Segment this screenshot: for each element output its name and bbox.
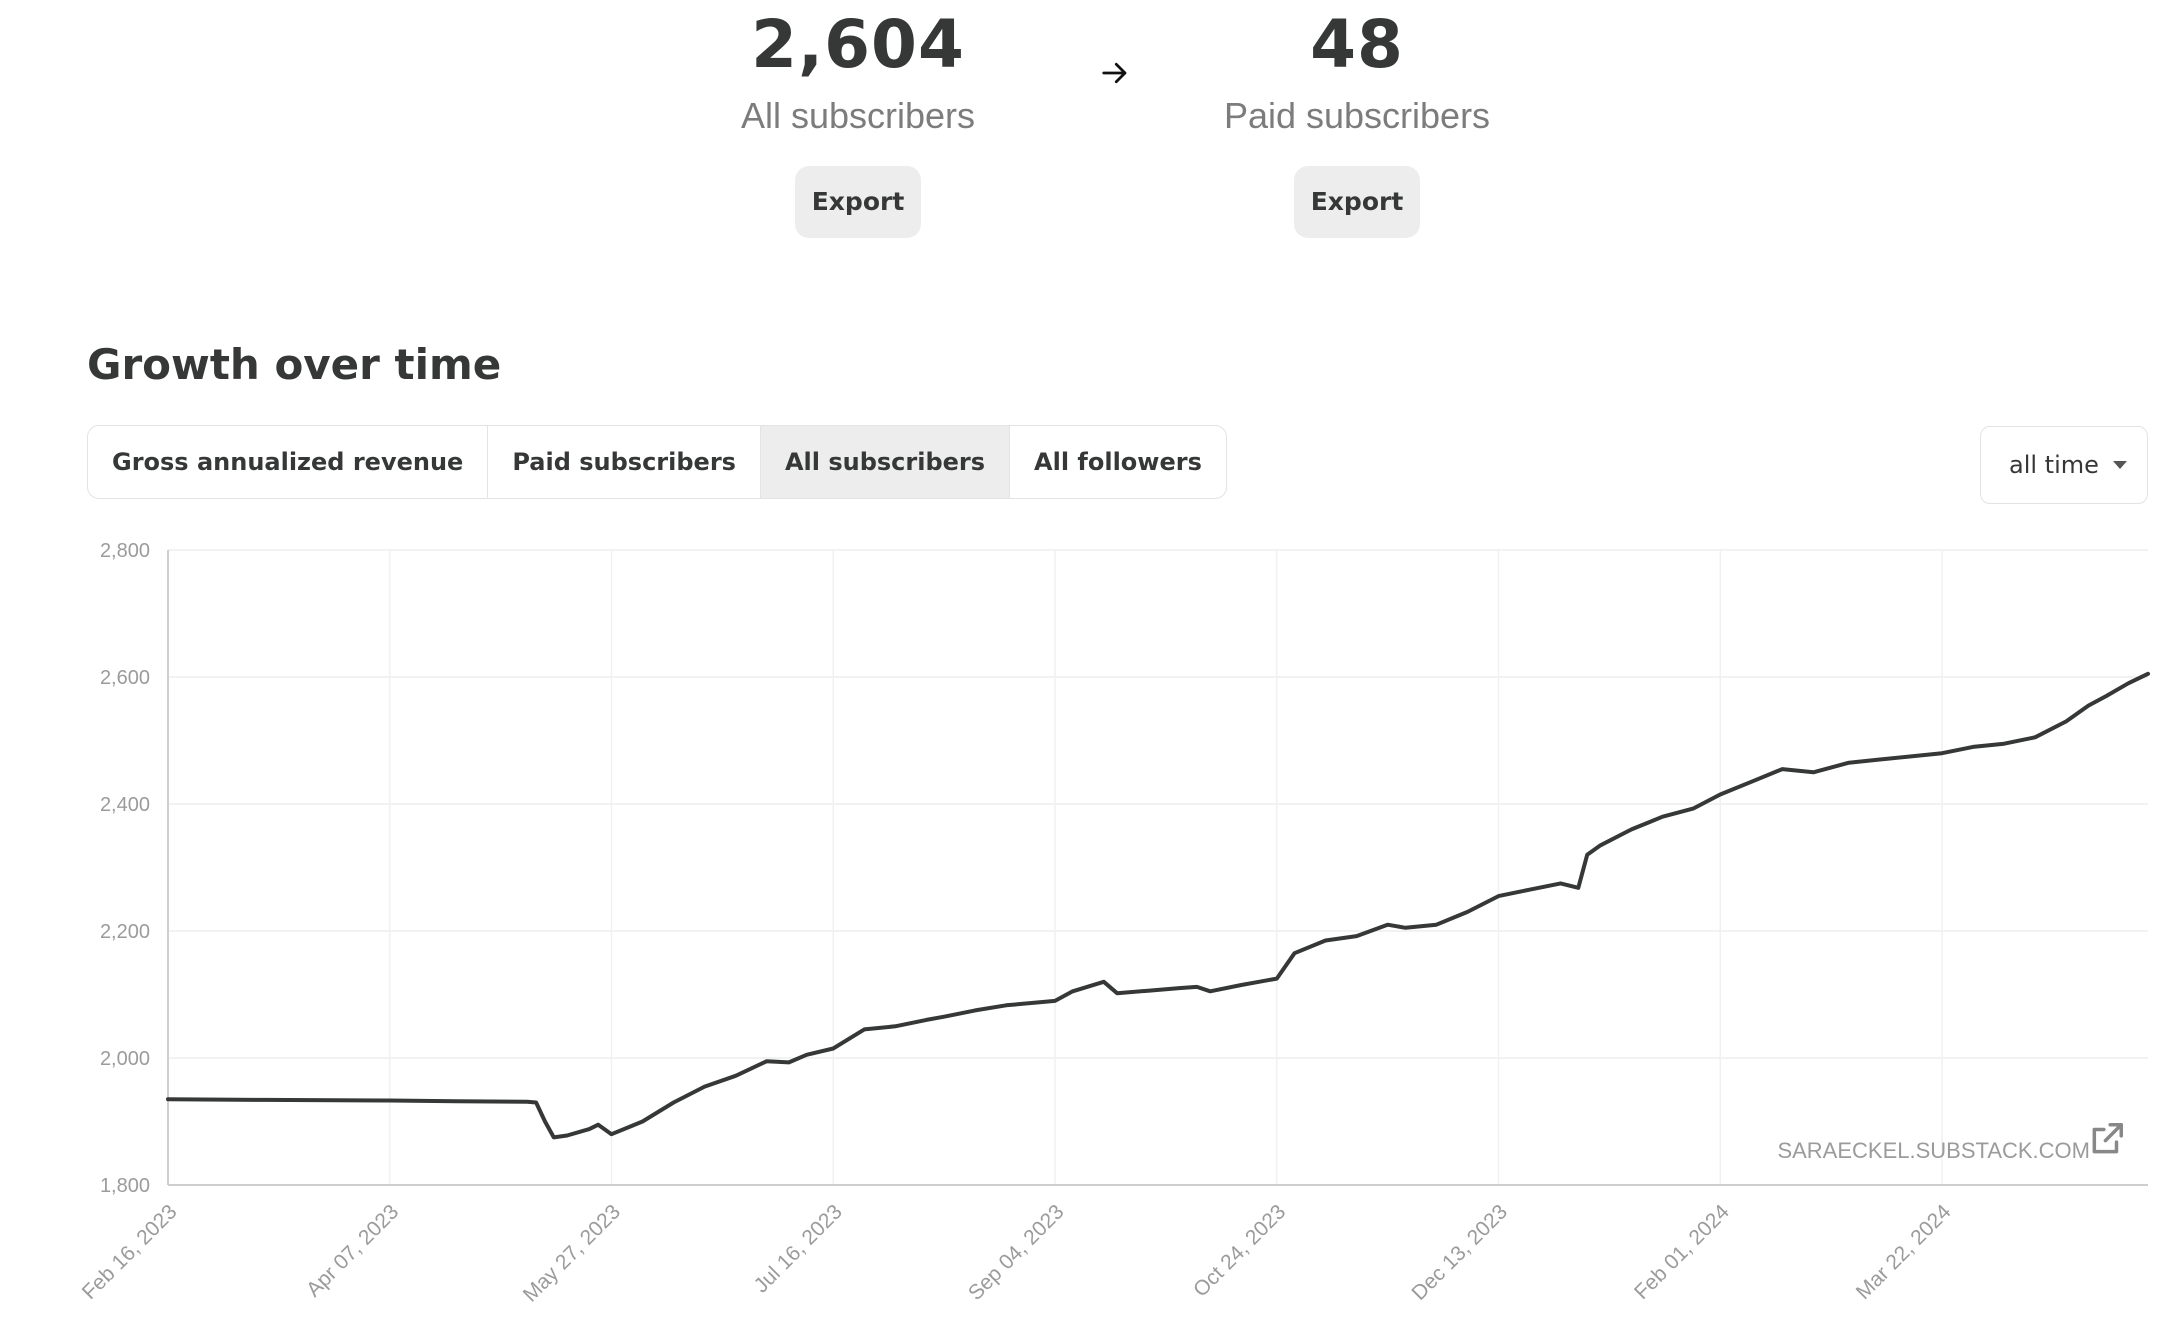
y-tick-label: 2,400 [100, 794, 150, 816]
paid-subscribers-label: Paid subscribers [1223, 95, 1491, 136]
x-tick-label: Jul 16, 2023 [750, 1200, 847, 1297]
all-subscribers-count: 2,604 [751, 6, 965, 83]
paid-subscribers-count: 48 [1310, 6, 1404, 83]
x-tick-label: Oct 24, 2023 [1189, 1200, 1290, 1301]
tab-paid-subscribers[interactable]: Paid subscribers [488, 426, 761, 498]
y-tick-label: 2,800 [100, 540, 150, 562]
growth-chart: 1,800 2,000 2,200 2,400 2,600 2,800 Feb 16, 20… [78, 540, 2150, 1307]
external-link-icon[interactable] [2088, 1120, 2126, 1158]
x-tick-label: Sep 04, 2023 [964, 1200, 1069, 1305]
x-tick-label: Mar 22, 2024 [1852, 1200, 1956, 1304]
x-tick-label: Dec 13, 2023 [1407, 1200, 1512, 1305]
y-tick-label: 2,600 [100, 667, 150, 689]
stat-paid-subscribers: 48 Paid subscribers Export [1177, 0, 1537, 238]
tab-all-subscribers[interactable]: All subscribers [760, 426, 1011, 498]
x-tick-label: May 27, 2023 [519, 1200, 625, 1306]
y-tick-label: 1,800 [100, 1175, 150, 1197]
y-tick-label: 2,200 [100, 921, 150, 943]
x-tick-label: Apr 07, 2023 [302, 1200, 403, 1301]
caret-down-icon [2112, 461, 2127, 469]
section-title: Growth over time [87, 340, 502, 389]
metric-tabs: Gross annualized revenue Paid subscriber… [87, 425, 1227, 499]
series-line-all-subscribers [166, 671, 2150, 1140]
tab-all-followers[interactable]: All followers [1034, 448, 1202, 476]
time-range-select[interactable]: all time [1980, 426, 2148, 504]
arrow-right-icon [1102, 62, 1127, 84]
tab-gross-annualized-revenue[interactable]: Gross annualized revenue [88, 426, 489, 498]
x-tick-label: Feb 01, 2024 [1630, 1200, 1734, 1304]
stat-all-subscribers: 2,604 All subscribers Export [678, 0, 1038, 238]
export-paid-subscribers-button[interactable]: Export [1294, 166, 1420, 238]
y-tick-label: 2,000 [100, 1048, 150, 1070]
chart-watermark: SARAECKEL.SUBSTACK.COM [1777, 1138, 2090, 1163]
time-range-value: all time [2009, 451, 2099, 479]
all-subscribers-label: All subscribers [740, 95, 976, 136]
export-all-subscribers-button[interactable]: Export [795, 166, 921, 238]
x-tick-label: Feb 16, 2023 [78, 1200, 182, 1304]
